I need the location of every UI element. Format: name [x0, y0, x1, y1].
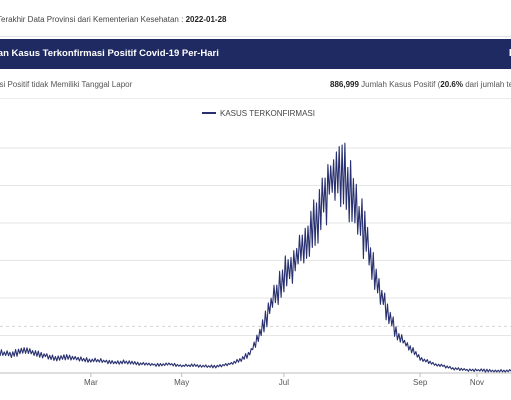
chart-legend[interactable]: KASUS TERKONFIRMASI: [202, 109, 315, 118]
x-tick-label: Mar: [84, 378, 98, 387]
chart-x-axis: Mar May Jul Sep Nov: [84, 373, 484, 387]
x-tick-label: May: [174, 378, 189, 387]
positive-total-percent: 20.6%: [440, 80, 463, 89]
chart-header-title: gan Kasus Terkonfirmasi Positif Covid-19…: [0, 48, 219, 59]
chart-series-layer: [0, 142, 511, 373]
line-chart[interactable]: KASUS TERKONFIRMASI Mar May Jul Sep Nov: [0, 100, 511, 400]
positive-total-number: 886,999: [330, 80, 359, 89]
positive-total-summary: 886,999 Jumlah Kasus Positif (20.6% dari…: [330, 72, 511, 98]
positive-total-text: Jumlah Kasus Positif (: [358, 80, 441, 89]
last-update-info: Terakhir Data Provinsi dari Kementerian …: [0, 10, 511, 30]
chart-header-truncated-text: F: [509, 39, 511, 69]
legend-label[interactable]: KASUS TERKONFIRMASI: [220, 109, 315, 118]
divider: [0, 36, 511, 37]
chart-summary-row: asi Positif tidak Memiliki Tanggal Lapor…: [0, 72, 511, 98]
unreported-date-note: asi Positif tidak Memiliki Tanggal Lapor: [0, 80, 133, 89]
x-tick-label: Jul: [279, 378, 289, 387]
chart-header-band: gan Kasus Terkonfirmasi Positif Covid-19…: [0, 39, 511, 69]
positive-total-text-tail: dari jumlah ter: [462, 80, 511, 89]
last-update-date: 2022-01-28: [185, 15, 227, 24]
divider: [0, 98, 511, 99]
series-line-kasus-terkonfirmasi: [0, 142, 511, 373]
chart-gridlines: [0, 147, 511, 374]
x-tick-label: Nov: [470, 378, 484, 387]
chart-area[interactable]: KASUS TERKONFIRMASI Mar May Jul Sep Nov: [0, 100, 511, 400]
x-tick-label: Sep: [413, 378, 428, 387]
last-update-label: Terakhir Data Provinsi dari Kementerian …: [0, 15, 184, 24]
